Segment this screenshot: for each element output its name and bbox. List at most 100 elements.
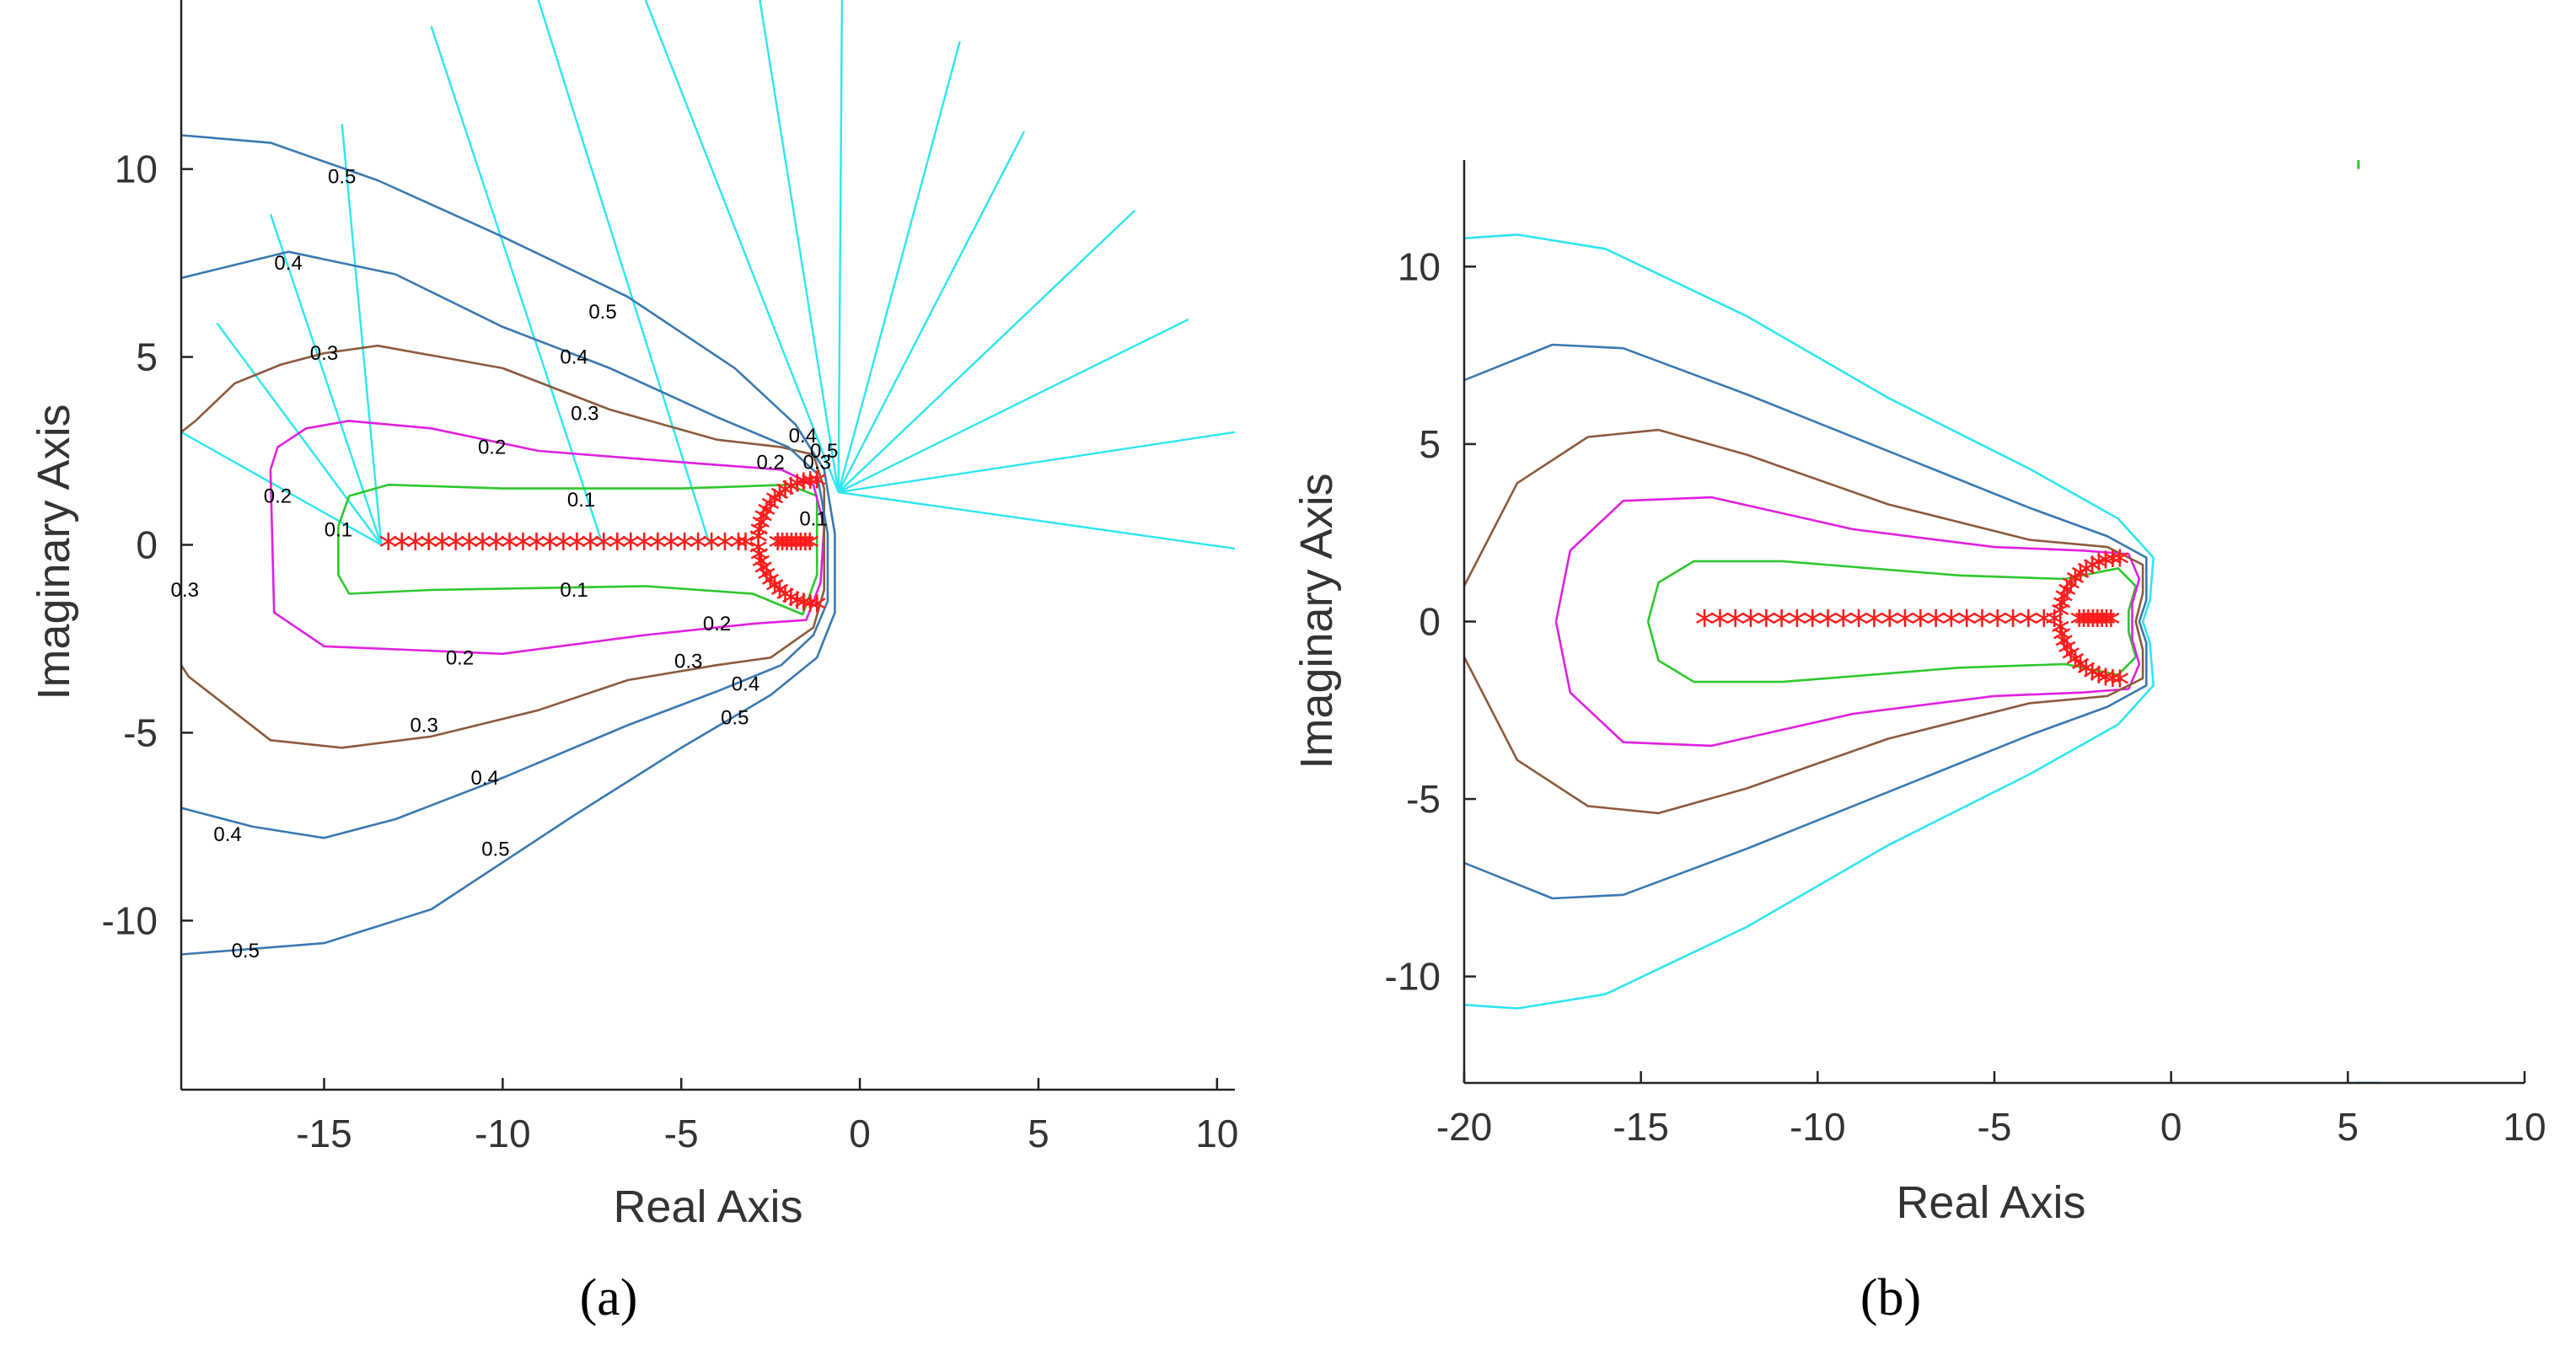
root-locus-point: *: [554, 526, 573, 571]
root-locus-point: *: [2088, 603, 2107, 648]
root-locus-point: *: [1972, 603, 1992, 648]
root-locus-point: *: [729, 526, 749, 571]
root-locus-point: *: [2061, 567, 2080, 613]
contour-label: 0.4: [470, 767, 498, 790]
root-locus-point: *: [786, 526, 806, 571]
x-tick-label: -15: [1613, 1105, 1668, 1149]
root-locus-point: *: [749, 520, 768, 565]
panel-a: 0.50.50.50.50.50.50.40.40.40.40.40.40.30…: [29, 0, 1238, 1327]
root-locus-point: *: [2052, 618, 2071, 663]
root-locus-point: *: [787, 467, 807, 512]
root-locus-point: *: [2096, 544, 2116, 589]
contour-line-0-4-4: [181, 250, 829, 839]
panel-a-contour-labels: 0.50.50.50.50.50.50.40.40.40.40.40.40.30…: [171, 166, 839, 962]
root-locus-point: *: [781, 469, 801, 515]
root-locus-point: *: [791, 526, 810, 571]
root-locus-point: *: [405, 526, 425, 571]
damping-ray-3: [269, 213, 383, 545]
root-locus-point: *: [2066, 561, 2085, 607]
y-tick-label: -5: [123, 710, 158, 754]
root-locus-point: *: [2069, 603, 2089, 648]
contour-label: 0.5: [232, 940, 260, 962]
contour-label: 0.1: [325, 519, 352, 542]
contour-label: 0.2: [756, 451, 784, 474]
root-locus-point: *: [1818, 603, 1838, 648]
root-locus-point: *: [808, 464, 827, 509]
root-locus-point: *: [432, 526, 452, 571]
damping-ray-11: [837, 131, 1026, 493]
panel-b-y-ticks: -10 -5 0 5 10: [1385, 244, 1476, 999]
root-locus-point: *: [751, 506, 770, 552]
damping-ray-7: [644, 0, 840, 493]
root-locus-point: *: [648, 526, 668, 571]
contour-line-0-2-2: [1554, 496, 2141, 748]
panel-b-root-locus: ************************ ****************…: [1695, 542, 2130, 708]
root-locus-point: *: [2076, 652, 2096, 698]
root-locus-point: *: [527, 526, 546, 571]
x-tick-label: -10: [1790, 1105, 1845, 1149]
y-tick-label: 10: [1398, 244, 1441, 288]
root-locus-point: *: [1725, 603, 1745, 648]
root-locus-point: *: [2071, 648, 2090, 694]
root-locus-point: *: [760, 488, 780, 533]
contour-label: 0.3: [171, 579, 199, 602]
root-locus-point: *: [808, 587, 827, 633]
root-locus-point: *: [2051, 610, 2070, 656]
root-locus-point: *: [2083, 656, 2102, 701]
contour-line-0-5-5: [181, 134, 836, 956]
root-locus-point: *: [770, 573, 790, 619]
damping-ray-9: [837, 0, 844, 493]
root-locus-point: *: [594, 526, 614, 571]
root-locus-point: *: [1710, 603, 1730, 648]
root-locus-point: *: [2092, 603, 2112, 648]
contour-label: 0.3: [674, 651, 702, 673]
root-locus-point: *: [635, 526, 654, 571]
contour-label: 0.1: [567, 489, 595, 512]
panel-b-label: (b): [1860, 1269, 1921, 1327]
root-locus-point: *: [736, 526, 755, 571]
contour-line-0-1-1: [337, 483, 818, 616]
root-locus-point: *: [1941, 603, 1961, 648]
damping-ray-10: [837, 40, 961, 493]
root-locus-point: *: [513, 526, 533, 571]
root-locus-point: *: [2004, 603, 2023, 648]
root-locus-point: *: [2101, 603, 2121, 648]
contour-line-0-2-2: [269, 420, 825, 656]
root-locus-point: *: [757, 558, 776, 603]
root-locus-point: *: [801, 587, 820, 633]
contour-line-0-3-3: [1464, 428, 2144, 815]
root-locus-point: *: [775, 577, 795, 623]
root-locus-point: *: [1957, 603, 1977, 648]
damping-ray-14: [838, 431, 1235, 494]
damping-ray-6: [537, 0, 711, 545]
panel-a-x-axis-title: Real Axis: [613, 1182, 802, 1232]
root-locus-point: *: [2096, 661, 2116, 706]
root-locus-point: *: [2054, 580, 2074, 625]
root-locus-point: *: [2110, 542, 2129, 587]
contour-label: 0.5: [328, 166, 356, 189]
y-tick-label: -10: [1385, 955, 1441, 999]
contour-label: 0.3: [803, 451, 831, 474]
root-locus-point: *: [540, 526, 560, 571]
root-locus-point: *: [775, 474, 795, 519]
contour-label: 0.1: [560, 579, 588, 602]
damping-ray-13: [838, 318, 1189, 494]
panel-b-y-axis-title: Imaginary Axis: [1291, 473, 1342, 769]
root-locus-point: *: [1787, 603, 1806, 648]
root-locus-point: *: [2058, 631, 2077, 677]
root-locus-point: *: [768, 526, 787, 571]
root-locus-point: *: [702, 526, 722, 571]
contour-label: 0.2: [478, 437, 506, 459]
contour-label: 0.5: [481, 839, 509, 861]
root-locus-point: *: [760, 563, 780, 608]
root-locus-point: *: [2110, 662, 2129, 708]
root-locus-point: *: [749, 538, 769, 583]
panel-b: ************************ ****************…: [1291, 160, 2546, 1327]
root-locus-point: *: [794, 465, 813, 511]
root-locus-point: *: [716, 526, 735, 571]
root-locus-point: *: [2066, 643, 2085, 689]
contour-line-0-4-4: [1464, 343, 2148, 900]
contour-label: 0.3: [310, 342, 338, 365]
root-locus-point: *: [459, 526, 479, 571]
root-locus-point: *: [2058, 573, 2077, 619]
